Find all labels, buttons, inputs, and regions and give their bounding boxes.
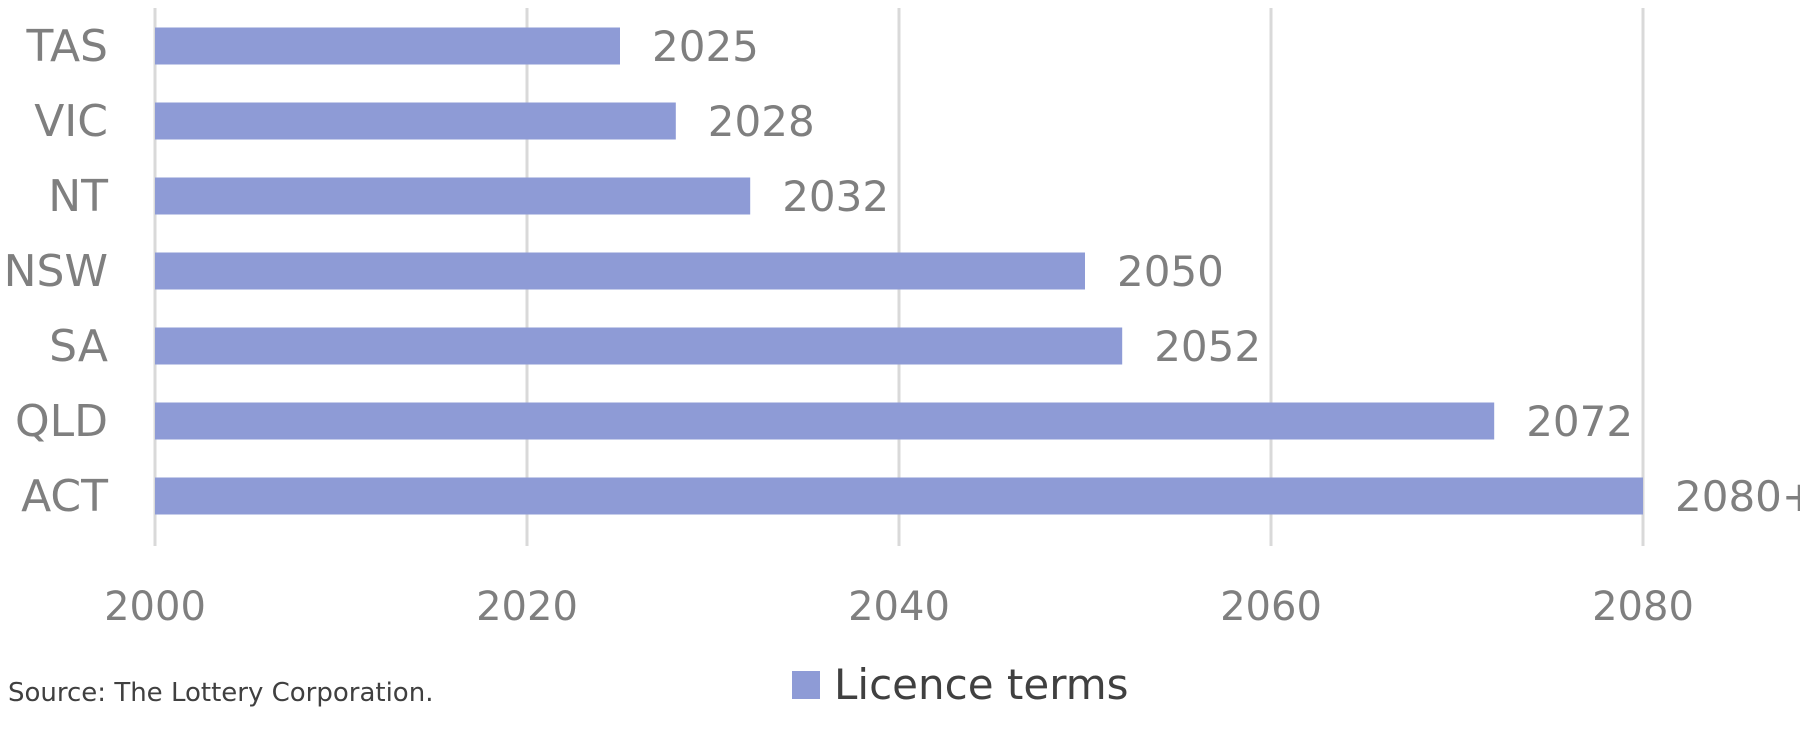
category-label-tas: TAS (26, 21, 109, 72)
bar-nsw (155, 252, 1085, 290)
x-tick-label: 2060 (1220, 584, 1322, 630)
category-labels: TAS VIC NT NSW SA QLD ACT (4, 21, 108, 522)
x-axis-tick-labels: 2000 2020 2040 2060 2080 (104, 584, 1694, 630)
source-note: Source: The Lottery Corporation. (8, 678, 434, 708)
x-tick-label: 2020 (476, 584, 578, 630)
data-label-tas: 2025 (652, 22, 759, 71)
bar-nt (155, 177, 751, 215)
legend-swatch (792, 670, 820, 699)
x-tick-label: 2080 (1592, 584, 1694, 630)
data-label-vic: 2028 (708, 97, 815, 146)
category-label-act: ACT (21, 471, 108, 522)
bars (155, 27, 1643, 515)
data-label-act: 2080+ (1675, 472, 1800, 521)
data-label-sa: 2052 (1154, 322, 1261, 371)
legend: Licence terms (792, 660, 1129, 709)
bar-qld (155, 402, 1495, 440)
x-tick-label: 2000 (104, 584, 206, 630)
bar-tas (155, 27, 620, 65)
data-labels: 2025 2028 2032 2050 2052 2072 2080+ (652, 22, 1800, 521)
bar-sa (155, 327, 1123, 365)
legend-label: Licence terms (834, 660, 1129, 709)
x-tick-label: 2040 (848, 584, 950, 630)
bar-act (155, 477, 1643, 515)
data-label-qld: 2072 (1526, 397, 1633, 446)
category-label-qld: QLD (15, 396, 108, 447)
category-label-nt: NT (48, 171, 108, 222)
category-label-vic: VIC (34, 96, 108, 147)
category-label-nsw: NSW (4, 246, 108, 297)
bar-vic (155, 102, 676, 140)
data-label-nt: 2032 (782, 172, 889, 221)
category-label-sa: SA (49, 321, 108, 372)
data-label-nsw: 2050 (1117, 247, 1224, 296)
